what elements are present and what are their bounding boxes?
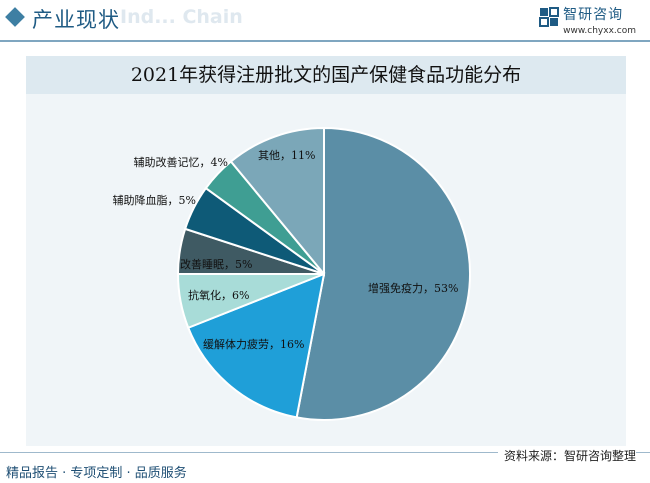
page-header: Ind... Chain 产业现状 智研咨询 www.chyxx.com	[0, 0, 650, 44]
slice-label-7: 其他，11%	[258, 149, 315, 162]
slice-label-5: 辅助降血脂，5%	[113, 193, 196, 207]
brand-name: 智研咨询	[563, 7, 624, 23]
slice-label-2: 缓解体力疲劳，16%	[203, 337, 304, 351]
slice-label-1: 增强免疫力，53%	[368, 281, 458, 295]
header-watermark: Ind... Chain	[120, 6, 243, 28]
pie-slice-1	[295, 126, 472, 421]
brand-logo-icon	[539, 7, 560, 27]
slice-label-4: 改善睡眠，5%	[180, 257, 252, 271]
brand-url: www.chyxx.com	[563, 26, 636, 36]
page-title: 产业现状	[32, 8, 120, 32]
pie-slice-2	[186, 272, 326, 419]
pie-slice-7	[229, 126, 325, 277]
header-divider	[0, 40, 650, 42]
source-note: 资料来源：智研咨询整理	[497, 447, 636, 464]
footer-divider	[0, 452, 650, 453]
chart-title: 2021年获得注册批文的国产保健食品功能分布	[130, 64, 522, 86]
slice-label-6: 辅助改善记忆，4%	[134, 155, 228, 169]
footer-tagline: 精品报告 · 专项定制 · 品质服务	[6, 466, 187, 481]
slice-label-3: 抗氧化，6%	[188, 288, 249, 302]
brand: 智研咨询 www.chyxx.com	[539, 4, 636, 36]
chart-title-bar: 2021年获得注册批文的国产保健食品功能分布	[26, 56, 626, 94]
